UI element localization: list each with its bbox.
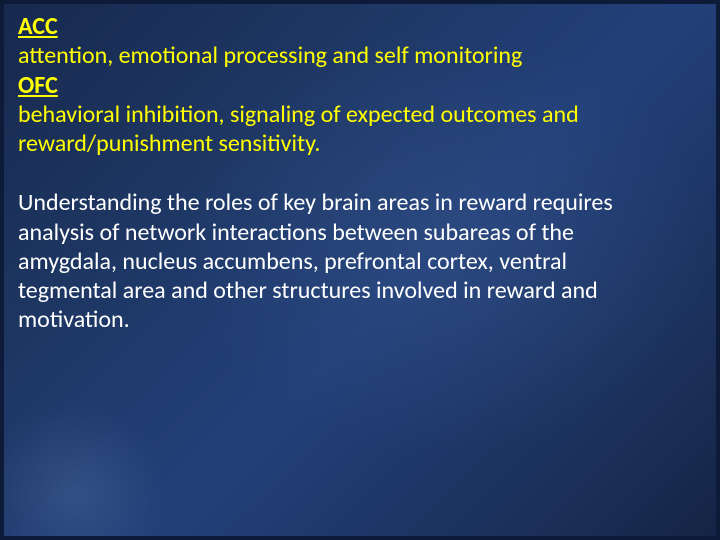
paragraph-line2: analysis of network interactions between… xyxy=(18,218,716,247)
ofc-description-line2: reward/punishment sensitivity. xyxy=(18,129,716,158)
paragraph-spacer xyxy=(18,158,716,188)
slide-container: ACC attention, emotional processing and … xyxy=(0,0,720,540)
acc-heading: ACC xyxy=(18,12,716,41)
paragraph-line1: Understanding the roles of key brain are… xyxy=(18,188,716,217)
ofc-description-line1: behavioral inhibition, signaling of expe… xyxy=(18,100,716,129)
paragraph-line5: motivation. xyxy=(18,305,716,334)
acc-description: attention, emotional processing and self… xyxy=(18,41,716,70)
paragraph-line3: amygdala, nucleus accumbens, prefrontal … xyxy=(18,247,716,276)
slide-text-block: ACC attention, emotional processing and … xyxy=(18,12,716,335)
ofc-heading: OFC xyxy=(18,71,716,100)
paragraph-line4: tegmental area and other structures invo… xyxy=(18,276,716,305)
